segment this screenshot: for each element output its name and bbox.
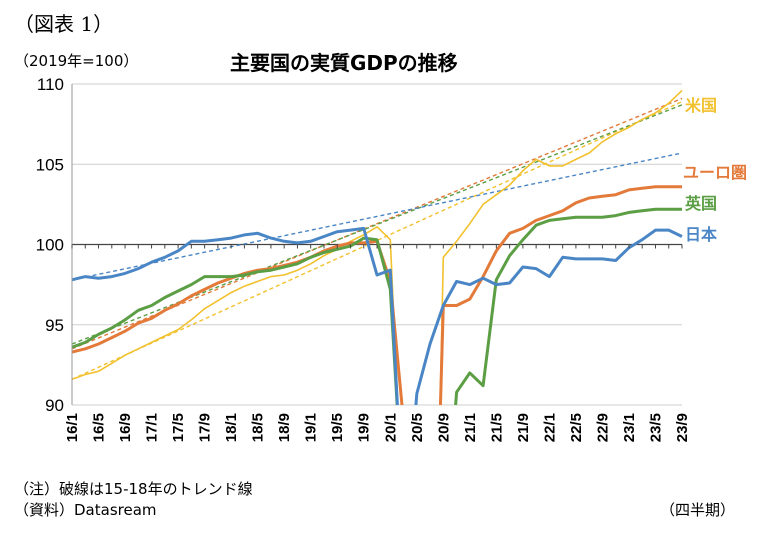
x-tick-label: 16/1 [64, 413, 81, 442]
x-tick-label: 23/1 [621, 413, 638, 442]
chart-title: 主要国の実質GDPの推移 [230, 51, 458, 75]
trendline [71, 104, 683, 345]
y-tick-label: 90 [45, 396, 64, 415]
series-lines [72, 89, 683, 405]
grid-lines [72, 83, 682, 406]
x-tick-label: 19/9 [356, 413, 373, 442]
x-tick-label: 21/5 [488, 413, 505, 442]
x-tick-label: 23/5 [647, 413, 664, 442]
x-tick-label: 18/1 [223, 413, 240, 442]
x-tick-label: 21/9 [515, 413, 532, 442]
x-tick-label: 20/9 [435, 413, 452, 442]
x-tick-label: 22/9 [594, 413, 611, 442]
series-line [438, 185, 682, 405]
x-tick-label: 18/5 [250, 413, 267, 442]
x-tick-label: 17/1 [144, 413, 161, 442]
series-line [72, 226, 399, 405]
series-line [439, 89, 683, 405]
y-tick-label: 95 [45, 316, 64, 335]
x-tick-label: 17/5 [170, 413, 187, 442]
x-tick-label: 19/1 [303, 413, 320, 442]
x-tick-label: 17/9 [197, 413, 214, 442]
series-label: ユーロ圏 [683, 163, 747, 182]
x-tick-label: 19/5 [329, 413, 346, 442]
note-source: （資料）Datasream [14, 501, 157, 519]
x-tick-label: 21/1 [462, 413, 479, 442]
series-line [72, 239, 404, 405]
series-line [454, 207, 682, 405]
x-tick-label: 16/9 [117, 413, 134, 442]
figure-label: （図表 1） [14, 12, 114, 36]
x-tick-label: 16/5 [91, 413, 108, 442]
axes: 90 95 100 105 110 16/1 16/5 16/9 17/1 17/5 17/9 18/… [36, 75, 691, 442]
x-tick-label: 18/9 [276, 413, 293, 442]
y-tick-label: 105 [36, 155, 64, 174]
series-label: 日本 [685, 225, 717, 244]
series-label: 米国 [685, 96, 717, 115]
y-tick-label: 110 [37, 75, 64, 94]
x-tick-label: 20/1 [382, 413, 399, 442]
x-tick-label: 22/1 [541, 413, 558, 442]
note-trendline: （注）破線は15-18年のトレンド線 [14, 480, 253, 498]
series-line [72, 226, 399, 405]
series-label: 英国 [684, 194, 717, 213]
trendline [71, 97, 683, 350]
x-tick-label: 23/9 [674, 413, 691, 442]
series-line [414, 228, 683, 405]
series-line [72, 236, 399, 405]
x-tick-label: 22/5 [568, 413, 585, 442]
unit-label: （2019年=100） [14, 52, 139, 70]
x-tick-label: 20/5 [409, 413, 426, 442]
y-tick-label: 100 [36, 236, 64, 255]
trendline [71, 152, 683, 281]
frequency-label: （四半期） [660, 501, 736, 519]
trendlines [71, 97, 683, 380]
